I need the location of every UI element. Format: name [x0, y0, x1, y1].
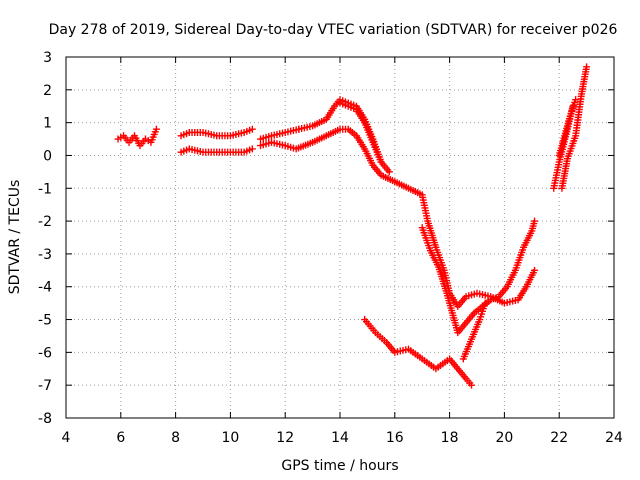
x-axis-title: GPS time / hours [281, 458, 398, 474]
data-point-trail [151, 128, 159, 136]
x-tick-label: 8 [171, 430, 180, 446]
data-point-trail [565, 115, 573, 123]
data-point-trail [571, 134, 579, 142]
data-point-trail [527, 229, 535, 237]
data-point-trail [380, 337, 388, 345]
data-point-trail [306, 139, 314, 147]
y-tick-label: -8 [38, 411, 52, 427]
data-point-trail [402, 183, 410, 191]
grid-lines [66, 57, 614, 418]
data-point-trail [423, 214, 431, 222]
data-point-trail [246, 126, 254, 134]
data-point-trail [492, 294, 500, 302]
data-point-trail [416, 190, 424, 198]
data-points [114, 63, 591, 389]
data-point-trail [501, 285, 509, 293]
data-point-trail [466, 338, 474, 346]
y-axis-title: SDTVAR / TECUs [7, 180, 23, 295]
x-tick-label: 6 [116, 430, 125, 446]
data-point-trail [246, 146, 254, 154]
data-point-trail [439, 264, 447, 272]
data-point-trail [237, 148, 245, 156]
data-point-trail [368, 159, 376, 167]
data-point-trail [359, 116, 367, 124]
data-point-trail [237, 129, 245, 137]
data-point-trail [376, 156, 384, 164]
data-point-trail [368, 136, 376, 144]
data-point-trail [341, 101, 349, 109]
tick-marks [65, 56, 615, 419]
x-tick-label: 10 [221, 430, 239, 446]
x-tick-label: 18 [441, 430, 459, 446]
data-point-trail [389, 177, 397, 185]
data-point-trail [511, 297, 519, 305]
data-point-trail [460, 373, 468, 381]
data-point-trail [560, 134, 568, 142]
data-point-trail [320, 116, 328, 124]
y-tick-label: -4 [38, 280, 52, 296]
y-tick-label: 1 [43, 116, 52, 132]
data-point-trail [402, 346, 410, 354]
data-point-trail [329, 104, 337, 112]
data-point-trail [521, 285, 529, 293]
data-point-trail [582, 65, 590, 73]
data-point-trail [278, 141, 286, 149]
data-point-trail [334, 126, 342, 134]
x-tick-label: 4 [62, 430, 71, 446]
data-point-trail [475, 318, 483, 326]
data-point-trail [452, 363, 460, 371]
y-tick-label: -6 [38, 345, 52, 361]
y-tick-label: -1 [38, 181, 52, 197]
data-point-trail [460, 295, 468, 303]
y-tick-label: -2 [38, 214, 52, 230]
data-point-trail [350, 104, 358, 112]
y-tick-label: 2 [43, 83, 52, 99]
y-tick-label: -7 [38, 378, 52, 394]
y-tick-label: 0 [43, 148, 52, 164]
data-point-trail [278, 129, 286, 137]
x-tick-label: 20 [495, 430, 513, 446]
x-tick-label: 24 [605, 430, 623, 446]
data-point-trail [183, 130, 191, 138]
data-point-trail [466, 379, 474, 387]
data-point-trail [416, 353, 424, 361]
data-point-trail [375, 169, 383, 177]
data-point-trail [350, 130, 358, 138]
data-point-trail [144, 137, 152, 145]
data-point-trail [320, 133, 328, 141]
data-point-trail [448, 307, 456, 315]
data-point-trail [530, 220, 538, 228]
data-point-trail [563, 157, 571, 165]
data-point-trail [426, 244, 434, 252]
x-tick-label: 16 [386, 430, 404, 446]
y-tick-label: -5 [38, 313, 52, 329]
data-point-trail [442, 287, 450, 295]
data-point-trail [519, 246, 527, 254]
data-point-trail [555, 161, 563, 169]
data-point-trail [480, 302, 488, 310]
y-tick-label: -3 [38, 247, 52, 263]
x-tick-label: 22 [550, 430, 568, 446]
data-point-trail [431, 241, 439, 249]
y-tick-label: 3 [43, 50, 52, 66]
data-point-trail [265, 133, 273, 141]
data-point-trail [529, 269, 537, 277]
chart-title: Day 278 of 2019, Sidereal Day-to-day VTE… [49, 22, 618, 38]
x-tick-label: 14 [331, 430, 349, 446]
data-point-trail [306, 123, 314, 131]
data-point-trail [510, 269, 518, 277]
data-point-trail [469, 311, 477, 319]
data-point-trail [571, 98, 579, 106]
data-point-trail [384, 166, 392, 174]
x-tick-label: 12 [276, 430, 294, 446]
data-point-trail [370, 326, 378, 334]
data-point-trail [359, 143, 367, 151]
data-point-trail [460, 321, 468, 329]
data-point-trail [433, 261, 441, 269]
data-point-trail [389, 346, 397, 354]
data-point-trail [341, 125, 349, 133]
